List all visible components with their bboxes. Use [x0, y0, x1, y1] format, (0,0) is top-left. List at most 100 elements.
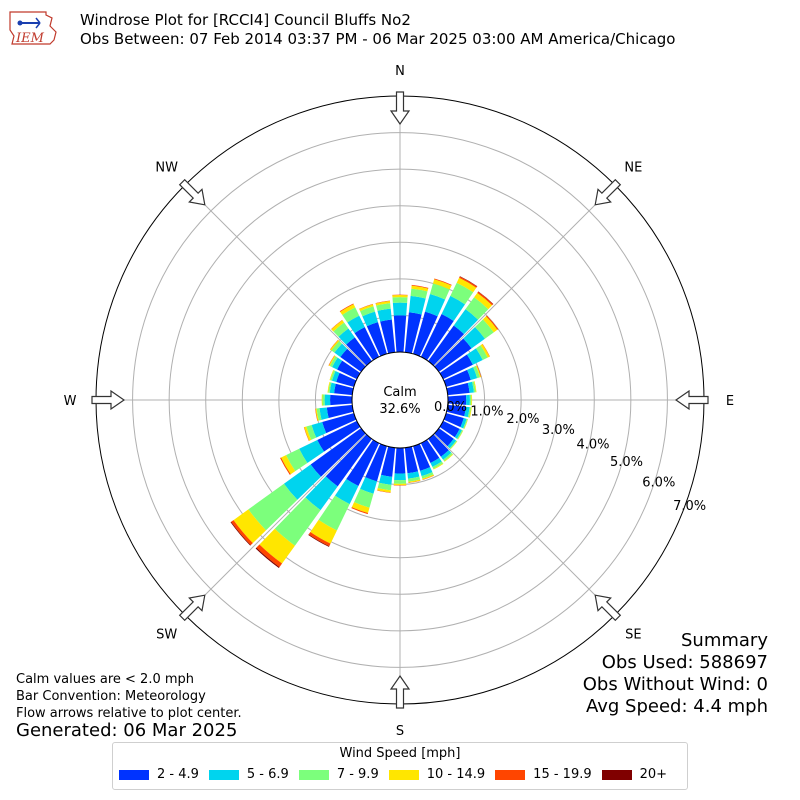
calm-label: Calm — [383, 385, 416, 400]
bar-250-0 — [322, 413, 357, 434]
bar-70-1 — [467, 367, 478, 380]
bar-90-2 — [469, 394, 472, 406]
bar-140-0 — [428, 434, 449, 457]
bar-240-1 — [299, 439, 325, 463]
bar-180-1 — [394, 473, 406, 481]
bar-220-5 — [255, 547, 280, 568]
bar-160-0 — [413, 443, 431, 471]
bar-30-1 — [441, 295, 466, 321]
bar-320-2 — [333, 322, 349, 337]
bar-90-0 — [447, 395, 467, 405]
bar-240-4 — [280, 457, 291, 475]
legend-swatch — [601, 769, 632, 780]
flow-arrows-note: Flow arrows relative to plot center. — [16, 706, 242, 721]
bar-260-2 — [316, 408, 322, 421]
bar-40-5 — [478, 291, 494, 305]
bar-180-3 — [393, 483, 407, 486]
radial-tick-label-4: 4.0% — [576, 437, 609, 452]
bar-260-1 — [319, 407, 329, 420]
bar-340-2 — [360, 306, 375, 317]
bar-20-0 — [413, 311, 438, 357]
bar-300-4 — [328, 355, 335, 366]
compass-label-ne: NE — [624, 161, 642, 176]
legend-label: 15 - 19.9 — [533, 767, 592, 782]
legend-title: Wind Speed [mph] — [339, 746, 461, 761]
bar-340-4 — [359, 303, 373, 310]
bar-340-3 — [359, 304, 374, 312]
bar-10-1 — [408, 295, 426, 315]
bar-150-3 — [433, 463, 444, 470]
bar-280-0 — [334, 383, 354, 396]
polar-grid — [95, 95, 705, 705]
bar-160-1 — [420, 467, 433, 477]
compass-label-n: N — [395, 64, 405, 79]
radial-tick-label-5: 5.0% — [610, 455, 643, 470]
bar-40-3 — [474, 292, 493, 310]
legend-swatch — [388, 769, 419, 780]
summary-obs-used: Obs Used: 588697 — [601, 652, 768, 673]
bar-240-0 — [317, 420, 361, 452]
compass-label-nw: NW — [155, 161, 178, 176]
bar-220-1 — [305, 476, 338, 511]
compass-label-e: E — [726, 394, 734, 409]
bar-320-4 — [331, 319, 343, 330]
bar-50-2 — [475, 319, 494, 339]
bar-10-4 — [411, 284, 429, 289]
bar-20-1 — [425, 293, 446, 317]
legend-swatch — [495, 769, 526, 780]
legend-item-3: 10 - 14.9 — [388, 767, 485, 782]
radial-tick-labels: 0.0% 1.0%2.0%3.0%4.0%5.0% 6.0% 7.0% — [434, 400, 706, 514]
bar-40-1 — [453, 309, 479, 335]
bar-290-3 — [329, 369, 334, 381]
bar-60-2 — [475, 345, 488, 361]
bar-50-0 — [434, 338, 472, 372]
radial-tick-label-3: 3.0% — [542, 423, 575, 438]
legend: Wind Speed [mph] 2 - 4.9 5 - 6.9 7 - 9.9 10… — [112, 742, 688, 790]
bar-280-3 — [327, 382, 331, 393]
bar-300-0 — [337, 360, 361, 380]
bar-120-2 — [456, 429, 463, 440]
bar-210-5 — [308, 534, 330, 547]
grid-spoke — [433, 433, 616, 616]
bar-190-3 — [377, 488, 391, 493]
bar-230-1 — [283, 464, 322, 500]
bar-30-0 — [420, 313, 454, 361]
bar-260-0 — [326, 404, 354, 419]
flow-arrow-90 — [674, 389, 709, 411]
bar-20-2 — [429, 283, 450, 300]
bar-120-3 — [457, 430, 464, 440]
bar-310-3 — [330, 340, 340, 351]
bar-150-2 — [432, 461, 444, 469]
bar-290-2 — [330, 370, 336, 381]
bar-230-3 — [233, 509, 266, 544]
bar-50-1 — [463, 327, 485, 349]
bar-280-2 — [328, 382, 332, 393]
bar-320-1 — [338, 328, 355, 345]
radial-tick-label-2: 2.0% — [506, 412, 539, 427]
bar-50-4 — [486, 315, 499, 330]
bar-310-0 — [340, 348, 366, 372]
bar-330-1 — [347, 315, 365, 334]
bar-240-3 — [281, 455, 296, 475]
bar-290-1 — [331, 371, 340, 382]
bar-250-2 — [306, 425, 317, 440]
bar-170-4 — [408, 480, 421, 484]
bar-110-1 — [460, 418, 467, 429]
calm-value: 32.6% — [379, 402, 420, 417]
bar-230-2 — [248, 483, 298, 531]
bar-180-2 — [393, 479, 407, 484]
legend-item-4: 15 - 19.9 — [495, 767, 592, 782]
bar-20-3 — [432, 279, 452, 290]
legend-label: 5 - 6.9 — [246, 767, 289, 782]
bar-350-0 — [380, 319, 396, 354]
bar-0-1 — [392, 302, 408, 316]
bar-320-3 — [331, 320, 345, 332]
compass-labels: N NE E SE S SW W NW — [64, 64, 735, 739]
bar-190-4 — [377, 490, 391, 493]
legend-swatch — [119, 769, 149, 780]
bar-convention-note: Bar Convention: Meteorology — [16, 689, 206, 704]
compass-label-se: SE — [625, 627, 641, 642]
bar-180-4 — [393, 485, 407, 486]
bar-340-0 — [366, 322, 387, 357]
bar-90-3 — [471, 394, 473, 406]
